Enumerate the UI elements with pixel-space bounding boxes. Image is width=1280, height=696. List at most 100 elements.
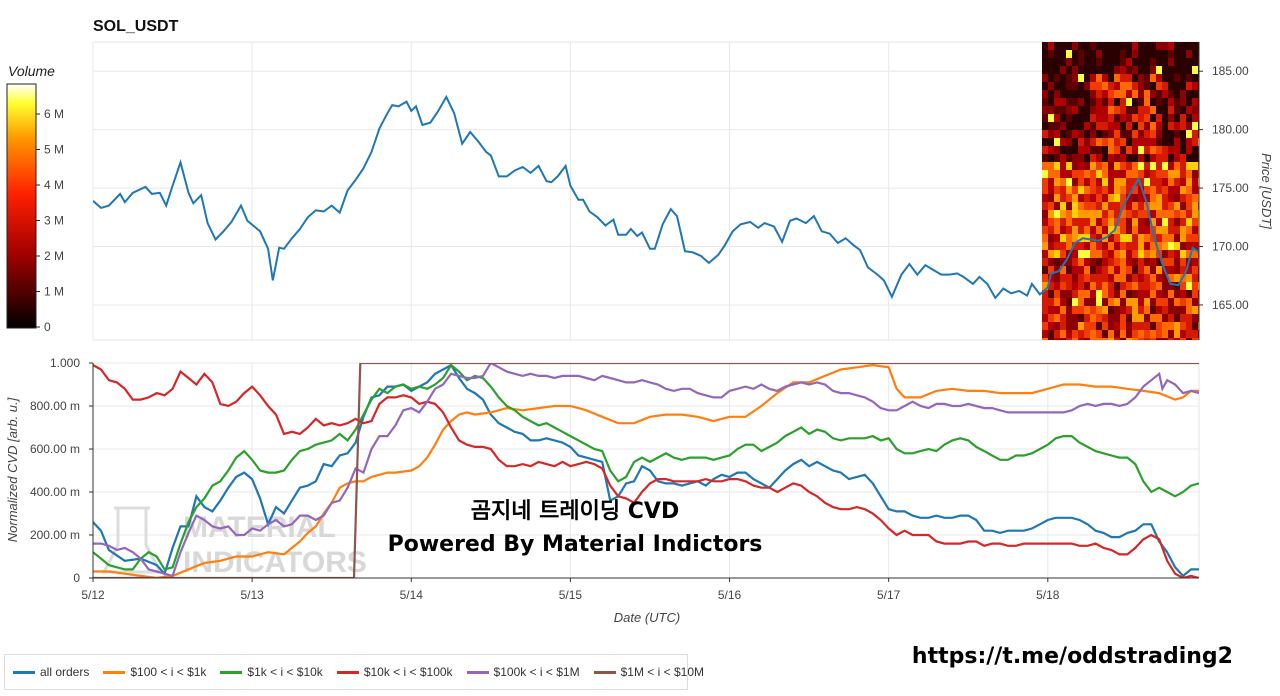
heatmap-cell <box>1072 242 1079 251</box>
heatmap-cell <box>1072 290 1079 299</box>
heatmap-cell <box>1072 258 1079 267</box>
legend-item[interactable]: $100k < i < $1M <box>466 665 580 679</box>
heatmap-cell <box>1114 90 1121 99</box>
heatmap-cell <box>1114 42 1121 51</box>
heatmap-cell <box>1132 330 1139 339</box>
heatmap-cell <box>1132 306 1139 315</box>
heatmap-cell <box>1072 186 1079 195</box>
heatmap-cell <box>1144 58 1151 67</box>
cvd-tick-label: 600.00 m <box>30 442 80 456</box>
legend-item[interactable]: all orders <box>13 665 89 679</box>
heatmap-cell <box>1084 282 1091 291</box>
heatmap-cell <box>1144 314 1151 323</box>
heatmap-cell <box>1108 178 1115 187</box>
heatmap-cell <box>1048 242 1055 251</box>
heatmap-cell <box>1138 250 1145 259</box>
heatmap-cell <box>1144 234 1151 243</box>
heatmap-cell <box>1060 162 1067 171</box>
heatmap-cell <box>1192 322 1199 331</box>
heatmap-cell <box>1138 58 1145 67</box>
heatmap-cell <box>1180 82 1187 91</box>
heatmap-cell <box>1072 298 1079 307</box>
heatmap-cell <box>1120 130 1127 139</box>
heatmap-cell <box>1084 154 1091 163</box>
heatmap-cell <box>1114 122 1121 131</box>
heatmap-cell <box>1186 42 1193 51</box>
heatmap-cell <box>1132 90 1139 99</box>
price-axis-label: Price [USDT] <box>1259 153 1274 229</box>
heatmap-cell <box>1120 66 1127 75</box>
heatmap-cell <box>1126 250 1133 259</box>
legend-item[interactable]: $10k < i < $100k <box>336 665 453 679</box>
heatmap-cell <box>1162 90 1169 99</box>
heatmap-cell <box>1072 306 1079 315</box>
heatmap-cell <box>1090 162 1097 171</box>
heatmap-cell <box>1150 130 1157 139</box>
legend-item[interactable]: $1k < i < $10k <box>220 665 323 679</box>
heatmap-cell <box>1186 130 1193 139</box>
heatmap-cell <box>1168 250 1175 259</box>
heatmap-cell <box>1168 154 1175 163</box>
heatmap-cell <box>1174 322 1181 331</box>
heatmap-cell <box>1078 170 1085 179</box>
heatmap-cell <box>1192 122 1199 131</box>
heatmap-cell <box>1096 154 1103 163</box>
heatmap-cell <box>1048 202 1055 211</box>
heatmap-cell <box>1120 98 1127 107</box>
heatmap-cell <box>1108 250 1115 259</box>
heatmap-cell <box>1048 298 1055 307</box>
heatmap-cell <box>1174 154 1181 163</box>
heatmap-cell <box>1084 66 1091 75</box>
legend-item[interactable]: $1M < i < $10M <box>593 665 704 679</box>
heatmap-cell <box>1162 314 1169 323</box>
heatmap-cell <box>1120 314 1127 323</box>
heatmap-cell <box>1186 314 1193 323</box>
heatmap-cell <box>1168 218 1175 227</box>
date-tick-label: 5/14 <box>400 588 424 602</box>
heatmap-cell <box>1192 306 1199 315</box>
heatmap-cell <box>1102 314 1109 323</box>
heatmap-cell <box>1114 194 1121 203</box>
heatmap-cell <box>1138 162 1145 171</box>
heatmap-cell <box>1114 74 1121 83</box>
cvd-series-line <box>93 363 1199 578</box>
heatmap-cell <box>1108 42 1115 51</box>
heatmap-cell <box>1186 298 1193 307</box>
heatmap-cell <box>1168 306 1175 315</box>
heatmap-cell <box>1078 146 1085 155</box>
heatmap-cell <box>1102 218 1109 227</box>
heatmap-cell <box>1162 106 1169 115</box>
heatmap-cell <box>1084 178 1091 187</box>
heatmap-cell <box>1102 330 1109 339</box>
heatmap-cell <box>1138 322 1145 331</box>
heatmap-cell <box>1186 66 1193 75</box>
heatmap-cell <box>1120 210 1127 219</box>
heatmap-cell <box>1120 242 1127 251</box>
heatmap-cell <box>1126 138 1133 147</box>
heatmap-cell <box>1090 282 1097 291</box>
heatmap-cell <box>1162 186 1169 195</box>
heatmap-cell <box>1174 58 1181 67</box>
heatmap-cell <box>1084 242 1091 251</box>
heatmap-cell <box>1114 266 1121 275</box>
heatmap-cell <box>1072 322 1079 331</box>
heatmap-cell <box>1150 290 1157 299</box>
heatmap-cell <box>1114 98 1121 107</box>
heatmap-cell <box>1066 178 1073 187</box>
heatmap-cell <box>1162 330 1169 339</box>
heatmap-cell <box>1054 106 1061 115</box>
heatmap-cell <box>1192 90 1199 99</box>
legend-item[interactable]: $100 < i < $1k <box>103 665 206 679</box>
heatmap-cell <box>1042 154 1049 163</box>
heatmap-cell <box>1156 242 1163 251</box>
heatmap-cell <box>1054 218 1061 227</box>
heatmap-cell <box>1054 306 1061 315</box>
heatmap-cell <box>1108 234 1115 243</box>
heatmap-cell <box>1048 162 1055 171</box>
heatmap-cell <box>1078 218 1085 227</box>
heatmap-cell <box>1066 314 1073 323</box>
heatmap-cell <box>1102 154 1109 163</box>
heatmap-cell <box>1144 266 1151 275</box>
telegram-link[interactable]: https://t.me/oddstrading2 <box>912 644 1233 669</box>
heatmap-cell <box>1156 338 1163 340</box>
